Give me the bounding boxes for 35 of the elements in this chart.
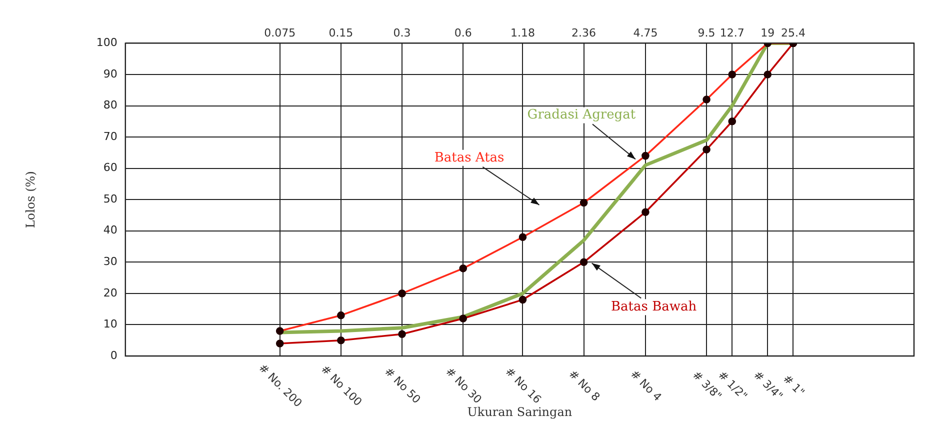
x-tick-label: 19 (760, 26, 775, 40)
y-tick-label: 60 (103, 161, 118, 174)
x-tick-label: 0.6 (454, 26, 472, 40)
y-tick-label: 50 (103, 192, 118, 206)
y-tick-label: 90 (103, 67, 118, 80)
y-tick-label: 10 (103, 318, 118, 331)
y-tick-label: 80 (103, 98, 118, 112)
text: # No 8 (566, 367, 602, 404)
text: Gradasi Agregat (527, 108, 636, 123)
x-tick-label: 9.5 (698, 26, 716, 40)
x-tick-label: 0.15 (328, 26, 354, 40)
text: # No 50 (382, 364, 424, 406)
x-tick-label: 4.75 (633, 26, 658, 40)
text: # No 100 (318, 362, 364, 409)
x-tick-label: 0.3 (393, 26, 411, 40)
text: # 3/4" (750, 368, 786, 403)
x-axis-title: Ukuran Saringan (467, 405, 572, 420)
y-axis-title: Lolos (%) (23, 171, 38, 228)
y-tick-label: 0 (110, 348, 118, 362)
text: Batas Atas (434, 150, 504, 166)
y-tick-label: 70 (103, 130, 118, 143)
x-tick-label: 12.7 (720, 26, 744, 40)
text: # No. 200 (256, 361, 305, 410)
y-tick-label: 30 (103, 255, 118, 268)
x-tick-label: 1.18 (510, 26, 535, 40)
text: # No 30 (443, 364, 484, 406)
text: # No 4 (628, 367, 664, 404)
text: # No 16 (502, 364, 544, 406)
text: Batas Bawah (610, 300, 698, 315)
x-tick-label: 0.075 (264, 26, 296, 40)
y-tick-label: 100 (96, 36, 118, 50)
y-tick-label: 20 (103, 286, 118, 300)
y-tick-label: 40 (103, 224, 118, 237)
x-tick-label: 2.36 (572, 26, 596, 40)
x-tick-label: 25.4 (780, 26, 806, 40)
